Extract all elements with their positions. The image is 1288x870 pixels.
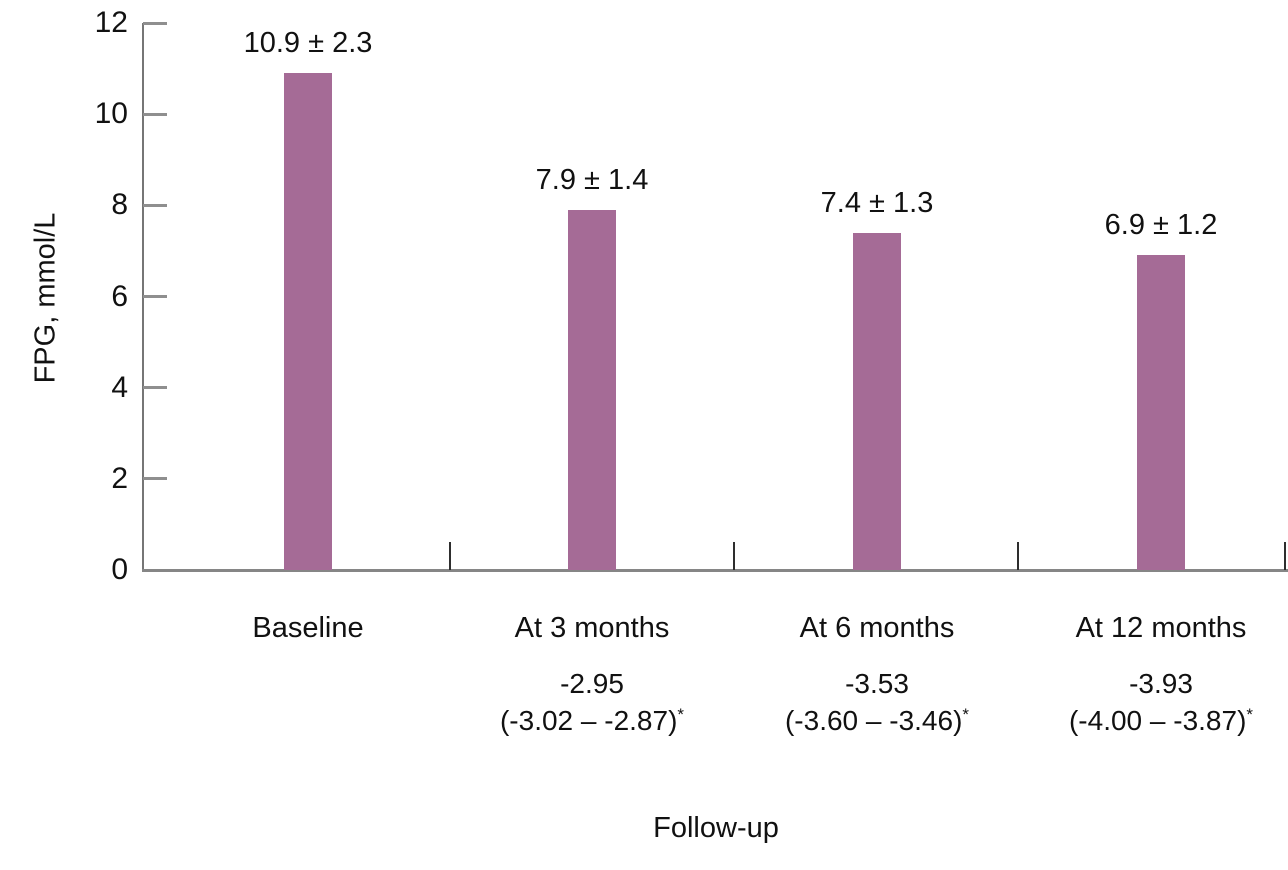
y-tick-mark <box>143 113 167 116</box>
bar-value-label: 7.9 ± 1.4 <box>535 164 649 196</box>
x-axis-line <box>142 569 1288 572</box>
x-category-label: At 3 months <box>514 612 670 644</box>
y-tick-mark <box>143 295 167 298</box>
change-ci-text: (-3.60 – -3.46) <box>784 705 963 736</box>
x-tick-mark <box>449 542 451 570</box>
change-mean-label: -3.93 <box>1129 668 1193 699</box>
change-ci-label: (-3.60 – -3.46)* <box>785 706 969 736</box>
bar-value-label: 6.9 ± 1.2 <box>1104 209 1218 241</box>
y-tick-mark <box>143 22 167 25</box>
significance-star: * <box>677 705 685 724</box>
bar-baseline <box>284 73 332 570</box>
change-mean-label: -2.95 <box>560 668 624 699</box>
x-category-label: At 6 months <box>799 612 955 644</box>
bar-at-3-months <box>568 210 616 570</box>
y-tick-label: 2 <box>111 462 128 495</box>
bar-value-label: 7.4 ± 1.3 <box>820 187 934 219</box>
change-ci-text: (-4.00 – -3.87) <box>1068 705 1247 736</box>
y-tick-mark <box>143 204 167 207</box>
change-ci-text: (-3.02 – -2.87) <box>499 705 678 736</box>
y-tick-label: 4 <box>111 371 128 404</box>
y-tick-mark <box>143 477 167 480</box>
bar-at-12-months <box>1137 255 1185 570</box>
x-tick-mark <box>1017 542 1019 570</box>
x-tick-mark <box>1284 542 1286 570</box>
bar-value-label: 10.9 ± 2.3 <box>243 27 373 59</box>
change-mean-label: -3.53 <box>845 668 909 699</box>
x-axis-title: Follow-up <box>653 812 779 844</box>
x-category-label: Baseline <box>252 612 364 644</box>
significance-star: * <box>1246 705 1254 724</box>
significance-star: * <box>962 705 970 724</box>
x-tick-mark <box>733 542 735 570</box>
change-ci-label: (-4.00 – -3.87)* <box>1069 706 1253 736</box>
bar-at-6-months <box>853 233 901 570</box>
y-tick-mark <box>143 386 167 389</box>
y-tick-label: 6 <box>111 280 128 313</box>
change-ci-label: (-3.02 – -2.87)* <box>500 706 684 736</box>
y-tick-label: 0 <box>111 553 128 586</box>
y-tick-label: 8 <box>111 188 128 221</box>
x-category-label: At 12 months <box>1075 612 1247 644</box>
y-tick-label: 10 <box>94 97 128 130</box>
y-tick-label: 12 <box>94 6 128 39</box>
